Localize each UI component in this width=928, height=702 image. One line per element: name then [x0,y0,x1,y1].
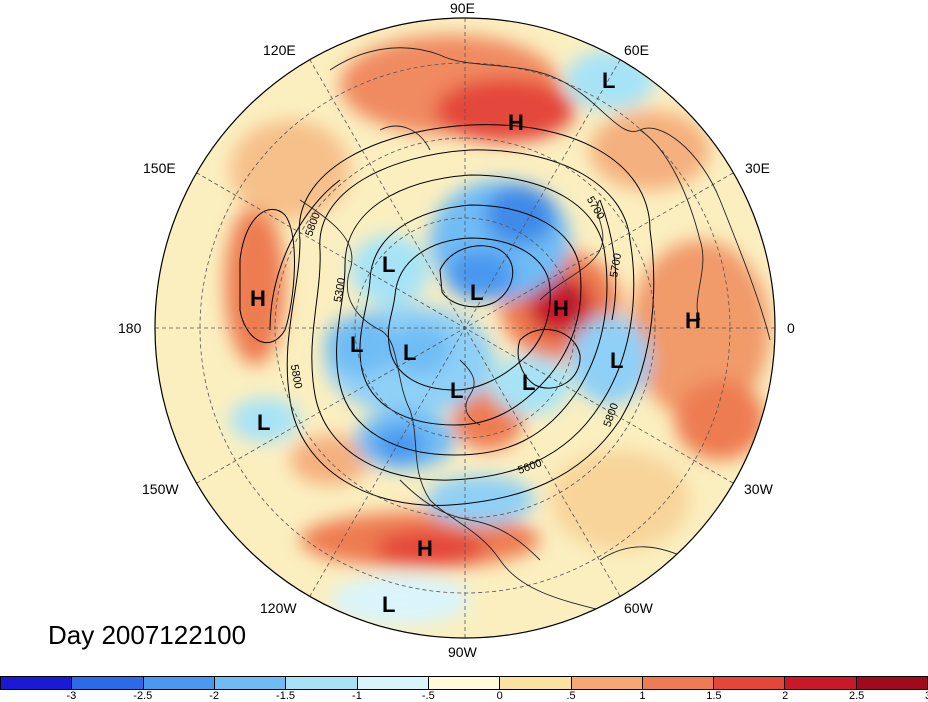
lon-label-180: 180 [118,320,142,336]
height-contours [239,124,655,506]
lon-label-120E: 120E [263,42,296,58]
lon-label-30E: 30E [745,160,770,176]
high-marker: H [508,110,524,135]
colorbar-tick-label: -1 [352,690,362,702]
contour-labels: 5800 5700 5700 5300 5800 5800 5600 [288,194,624,476]
low-marker: L [602,68,615,93]
low-marker: L [382,252,395,277]
lon-label-0: 0 [787,320,795,336]
colorbar-swatch [286,677,358,689]
pressure-markers: L H L L H L H H L L L L L H L [250,68,701,617]
colorbar-tick-label: 1 [639,690,646,702]
polar-map: 5800 5700 5700 5300 5800 5800 5600 L H L [154,17,776,639]
lon-label-150W: 150W [142,481,179,497]
colorbar-swatch [642,677,715,689]
contour-label: 5800 [288,364,304,390]
low-marker: L [610,348,623,373]
low-marker: L [350,332,363,357]
colorbar-swatch [357,677,429,689]
lon-label-120W: 120W [260,600,297,616]
contour-label: 5700 [608,252,624,278]
colorbar-swatch [785,677,857,689]
colorbar-swatch [428,677,501,689]
colorbar-tick-label: -1.5 [276,690,296,702]
lon-label-90W: 90W [448,644,477,660]
colorbar-swatch [72,677,144,689]
colorbar-swatch [1,677,73,689]
low-marker: L [470,280,483,305]
low-marker: L [403,340,416,365]
graticule [155,18,775,638]
colorbar-tick-label: 3 [925,690,928,702]
lon-label-90E: 90E [450,0,475,16]
low-marker: L [522,370,535,395]
lon-label-60E: 60E [624,42,649,58]
date-title: Day 2007122100 [48,620,247,650]
colorbar-tick-label: -2.5 [133,690,153,702]
colorbar-tick-label: -.5 [421,690,435,702]
low-marker: L [257,410,270,435]
colorbar-swatch [214,677,287,689]
coastlines [299,47,771,621]
colorbar-swatch [143,677,215,689]
anomaly-shading [155,18,775,638]
contour-label: 5300 [332,277,348,303]
low-marker: L [450,378,463,403]
colorbar-tick-label: .5 [566,690,576,702]
high-marker: H [685,308,701,333]
colorbar-tick-label: 0 [496,690,503,702]
high-marker: H [250,286,266,311]
colorbar-swatch [714,677,786,689]
high-marker: H [417,536,433,561]
colorbar [0,676,928,690]
colorbar-tick-label: 1.5 [706,690,722,702]
lon-label-150E: 150E [143,160,176,176]
colorbar-swatch [856,677,928,689]
colorbar-tick-label: -2 [209,690,220,702]
low-marker: L [382,592,395,617]
high-marker: H [553,296,569,321]
colorbar-tick-label: -3 [66,690,77,702]
lon-label-60W: 60W [624,600,653,616]
colorbar-tick-label: 2 [782,690,789,702]
colorbar-swatch [500,677,572,689]
colorbar-tick-label: 2.5 [848,690,865,702]
lon-label-30W: 30W [744,481,773,497]
colorbar-swatch [571,677,643,689]
